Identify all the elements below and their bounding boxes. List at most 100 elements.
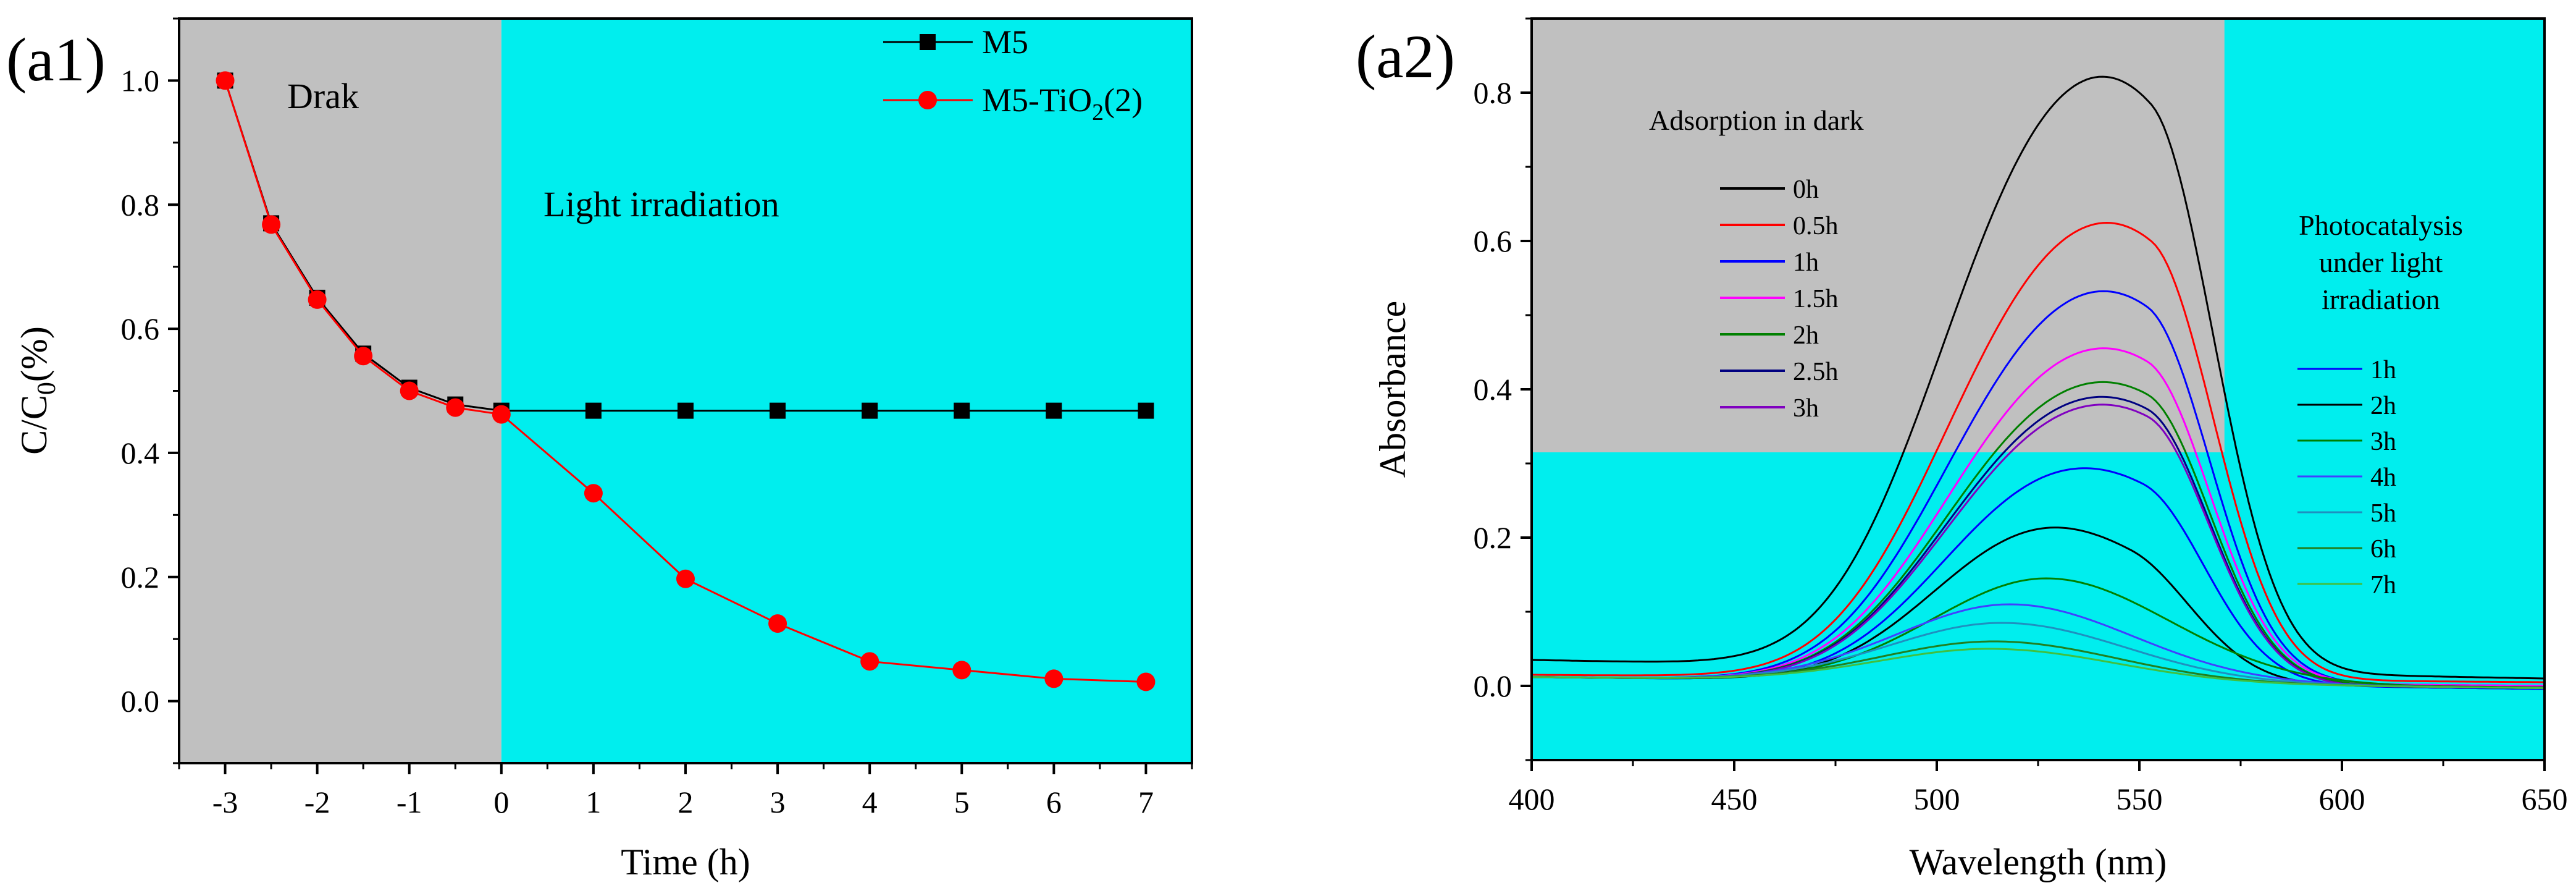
a2-series-group xyxy=(1531,75,2545,690)
a1-region-1 xyxy=(501,19,1193,763)
a2-x-tick-label: 400 xyxy=(1509,782,1555,816)
a2-dark-legend-label: 2.5h xyxy=(1793,358,1839,386)
a1-point-tio2 xyxy=(216,71,235,90)
a2-axis-ticks: 400 450 500 550 600 650 0.0 0.2 0.4 0.6 0.8 xyxy=(1474,17,2568,816)
a2-light-region-label-line1: Photocatalysis xyxy=(2299,209,2463,241)
a2-panel-label: (a2) xyxy=(1356,22,1455,91)
a2-light-legend: 1h 2h 3h 4h 5h 6h 7h xyxy=(2297,356,2396,599)
a1-point-m5 xyxy=(954,402,970,419)
a1-point-tio2 xyxy=(676,569,695,588)
a2-dark-legend-label: 2h xyxy=(1793,321,1819,350)
a2-dark-legend-label: 0.5h xyxy=(1793,212,1839,240)
a2-light-legend-label: 1h xyxy=(2370,356,2396,384)
a1-series-line-1 xyxy=(224,80,1146,683)
a2-dark-legend: 0h 0.5h 1h 1.5h 2h 2.5h 3h xyxy=(1720,175,1839,423)
a2-y-tick-label: 0.4 xyxy=(1474,372,1512,407)
a1-series-line-0 xyxy=(224,80,1146,412)
a2-region-dark xyxy=(1532,19,2225,452)
a1-x-tick-label: 2 xyxy=(678,785,694,819)
a1-y-tick-label: 1.0 xyxy=(121,63,160,98)
a2-light-legend-label: 6h xyxy=(2370,535,2396,564)
a1-legend-marker-tio2 xyxy=(918,91,937,109)
a1-point-tio2 xyxy=(860,652,879,671)
a1-x-tick-label: -1 xyxy=(396,785,422,819)
a1-point-tio2 xyxy=(1044,669,1064,688)
a2-spectrum-line-0 xyxy=(1531,75,2545,680)
a1-x-tick-label: -3 xyxy=(212,785,238,819)
a1-point-m5 xyxy=(1138,402,1154,419)
a2-y-tick-label: 0.2 xyxy=(1474,520,1512,555)
a1-point-tio2 xyxy=(768,614,787,633)
a2-dark-legend-label: 3h xyxy=(1793,394,1819,423)
a1-point-m5 xyxy=(862,402,878,419)
a2-light-legend-label: 4h xyxy=(2370,463,2396,492)
a2-light-legend-label: 3h xyxy=(2370,428,2396,456)
a1-series-group xyxy=(216,71,1156,691)
a1-point-tio2 xyxy=(400,381,419,400)
a2-x-axis-label: Wavelength (nm) xyxy=(1910,842,2167,882)
a1-dark-region-label: Drak xyxy=(287,76,359,116)
a1-legend-tio2-main: M5-TiO xyxy=(982,82,1092,119)
a1-legend-label-m5: M5 xyxy=(982,23,1028,61)
a1-point-m5 xyxy=(770,402,786,419)
a2-dark-legend-label: 0h xyxy=(1793,175,1819,204)
a1-x-tick-label: 7 xyxy=(1138,785,1154,819)
a1-light-region-label: Light irradiation xyxy=(543,184,779,224)
a1-x-tick-label: 4 xyxy=(862,785,878,819)
a1-y-label-tail: (%) xyxy=(14,326,54,382)
chart-panel-a1: -3 -2 -1 0 1 2 3 4 5 6 7 0.0 0.2 0.4 0.6 0.8 1.0 (a1) Dr… xyxy=(6,17,1193,882)
a1-point-tio2 xyxy=(262,215,281,234)
a1-legend-tio2-tail: (2) xyxy=(1104,82,1143,119)
a2-y-tick-label: 0.6 xyxy=(1474,224,1512,258)
a1-y-tick-label: 0.0 xyxy=(121,684,160,719)
a2-x-tick-label: 450 xyxy=(1711,782,1758,816)
a1-point-tio2 xyxy=(308,290,327,309)
a1-y-tick-label: 0.2 xyxy=(121,560,160,594)
a1-point-tio2 xyxy=(952,661,971,680)
a1-y-tick-label: 0.6 xyxy=(121,311,160,346)
a1-background-regions xyxy=(179,19,1193,763)
a2-background-regions xyxy=(1532,19,2545,760)
a2-light-region-label-line2: under light xyxy=(2319,247,2443,278)
a1-legend: M5 M5-TiO2(2) xyxy=(883,23,1143,125)
a1-point-tio2 xyxy=(1136,672,1156,691)
a2-dark-legend-label: 1.5h xyxy=(1793,285,1839,313)
a1-y-label-main: C/C xyxy=(14,395,54,455)
a1-x-tick-label: 6 xyxy=(1046,785,1062,819)
a1-y-tick-label: 0.8 xyxy=(121,187,160,222)
a2-light-region-label-line3: irradiation xyxy=(2322,284,2440,315)
a1-axis-ticks: -3 -2 -1 0 1 2 3 4 5 6 7 0.0 0.2 0.4 0.6 0.8 1.0 xyxy=(121,17,1193,819)
a1-x-axis-label: Time (h) xyxy=(621,842,750,882)
a1-y-tick-label: 0.4 xyxy=(121,436,160,470)
a1-y-axis-label: C/C0(%) xyxy=(14,326,61,455)
a2-spectrum-line-13 xyxy=(1531,648,2545,690)
a2-x-tick-label: 550 xyxy=(2117,782,2163,816)
a2-x-tick-label: 600 xyxy=(2319,782,2365,816)
a1-region-0 xyxy=(179,19,501,763)
a1-point-m5 xyxy=(1046,402,1062,419)
a1-y-label-sub: 0 xyxy=(33,382,61,395)
a2-y-tick-label: 0.8 xyxy=(1474,75,1512,110)
a1-point-m5 xyxy=(585,402,602,419)
a2-y-axis-label: Absorbance xyxy=(1372,301,1413,478)
a1-x-tick-label: -2 xyxy=(304,785,330,819)
a2-x-tick-label: 650 xyxy=(2522,782,2568,816)
a1-point-tio2 xyxy=(354,347,373,366)
a2-spectrum-line-1 xyxy=(1532,221,2545,683)
a1-x-tick-label: 1 xyxy=(585,785,601,819)
a1-legend-marker-m5 xyxy=(920,34,936,50)
a1-point-tio2 xyxy=(492,405,511,424)
a2-light-legend-label: 5h xyxy=(2370,499,2396,528)
a1-point-m5 xyxy=(678,402,694,419)
a2-dark-region-label: Adsorption in dark xyxy=(1649,104,1864,136)
a2-x-tick-label: 500 xyxy=(1914,782,1960,816)
a2-light-legend-label: 7h xyxy=(2370,571,2396,599)
a1-legend-tio2-sub: 2 xyxy=(1092,99,1104,125)
chart-panel-a2: 400 450 500 550 600 650 0.0 0.2 0.4 0.6 0.8 (a2) A… xyxy=(1356,17,2568,882)
a1-panel-label: (a1) xyxy=(6,25,106,94)
a1-x-tick-label: 0 xyxy=(493,785,509,819)
a1-legend-label-tio2: M5-TiO2(2) xyxy=(982,82,1143,125)
a2-dark-legend-label: 1h xyxy=(1793,248,1819,277)
a2-y-tick-label: 0.0 xyxy=(1474,669,1512,703)
